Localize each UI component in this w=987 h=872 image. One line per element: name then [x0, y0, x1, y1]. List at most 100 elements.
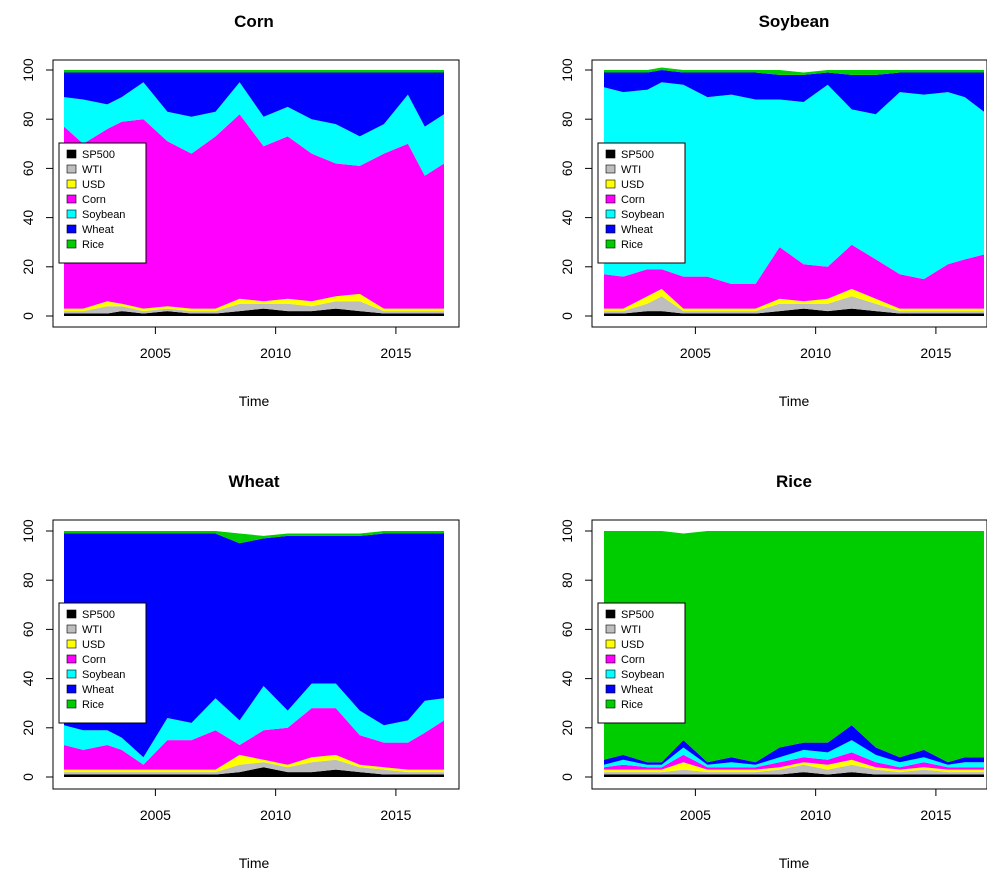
y-tick-label: 100 [559, 519, 575, 543]
y-axis: 0 20 40 60 80 100 [20, 58, 54, 320]
y-tick-label: 20 [20, 259, 36, 275]
legend-label: WTI [82, 164, 102, 176]
legend-label: USD [621, 639, 644, 651]
x-tick-label: 2005 [680, 807, 711, 823]
y-tick-label: 20 [559, 259, 575, 275]
legend-label: Soybean [621, 209, 664, 221]
y-tick-label: 80 [20, 572, 36, 588]
series-areas [64, 531, 444, 777]
chart-panel-rice: Rice 2005 2010 2015 Time 0 20 40 60 80 100 SP500 WTI… [559, 472, 987, 871]
series-area-usd [604, 759, 984, 773]
legend-swatch-corn [66, 194, 77, 204]
legend-label: Soybean [82, 669, 125, 681]
series-area-corn [604, 244, 984, 309]
series-area-soybean [64, 82, 444, 176]
panel-title: Soybean [759, 12, 830, 31]
panel-title: Rice [776, 472, 812, 491]
legend-label: Wheat [82, 224, 114, 236]
x-tick-label: 2015 [920, 345, 951, 361]
legend-swatch-corn [66, 654, 77, 664]
x-tick-label: 2010 [260, 345, 291, 361]
x-axis-label: Time [239, 855, 270, 871]
series-area-corn [604, 752, 984, 770]
legend-label: Wheat [621, 684, 653, 696]
legend-swatch-corn [605, 654, 616, 664]
y-tick-label: 40 [559, 210, 575, 226]
legend-label: USD [82, 179, 105, 191]
x-tick-label: 2015 [380, 345, 411, 361]
legend-swatch-wheat [605, 224, 616, 234]
legend-label: WTI [621, 624, 641, 636]
series-area-sp500 [604, 772, 984, 777]
series-areas [64, 70, 444, 316]
legend-label: Wheat [621, 224, 653, 236]
x-tick-label: 2010 [260, 807, 291, 823]
legend: SP500 WTI USD Corn Soybean Wheat Rice [58, 602, 147, 724]
legend-label: Rice [621, 239, 643, 251]
legend-label: Rice [82, 239, 104, 251]
series-area-sp500 [64, 308, 444, 316]
legend-label: Corn [82, 654, 106, 666]
legend: SP500 WTI USD Corn Soybean Wheat Rice [597, 142, 686, 264]
x-axis: 2005 2010 2015 [680, 326, 952, 361]
legend-label: SP500 [82, 149, 115, 161]
legend-swatch-usd [66, 639, 77, 649]
legend-swatch-sp500 [66, 149, 77, 159]
y-tick-label: 100 [559, 58, 575, 82]
y-axis: 0 20 40 60 80 100 [559, 519, 593, 781]
legend-swatch-wti [605, 164, 616, 174]
x-axis: 2005 2010 2015 [680, 788, 952, 823]
y-tick-label: 0 [559, 312, 575, 320]
legend-swatch-sp500 [605, 609, 616, 619]
y-tick-label: 60 [20, 621, 36, 637]
series-area-wti [604, 764, 984, 775]
legend-label: SP500 [621, 149, 654, 161]
legend-swatch-wheat [605, 684, 616, 694]
legend-swatch-soybean [605, 209, 616, 219]
series-area-sp500 [604, 308, 984, 316]
series-area-rice [604, 531, 984, 763]
legend-swatch-usd [605, 639, 616, 649]
legend-swatch-wheat [66, 684, 77, 694]
series-area-wheat [64, 533, 444, 758]
legend-swatch-usd [66, 179, 77, 189]
series-areas [604, 67, 984, 316]
y-axis: 0 20 40 60 80 100 [559, 58, 593, 320]
legend-swatch-rice [66, 239, 77, 249]
legend-label: Rice [82, 699, 104, 711]
series-area-corn [64, 114, 444, 309]
series-area-wheat [604, 70, 984, 115]
y-tick-label: 20 [20, 720, 36, 736]
series-area-corn [64, 708, 444, 770]
y-tick-label: 80 [20, 111, 36, 127]
x-tick-label: 2015 [380, 807, 411, 823]
legend-swatch-usd [605, 179, 616, 189]
legend-swatch-sp500 [605, 149, 616, 159]
legend-label: Wheat [82, 684, 114, 696]
y-axis: 0 20 40 60 80 100 [20, 519, 54, 781]
legend-label: Corn [621, 194, 645, 206]
series-area-usd [64, 293, 444, 312]
y-tick-label: 0 [20, 773, 36, 781]
legend-label: Soybean [82, 209, 125, 221]
y-tick-label: 60 [559, 160, 575, 176]
legend-label: WTI [621, 164, 641, 176]
legend-swatch-rice [66, 699, 77, 709]
y-tick-label: 0 [20, 312, 36, 320]
panel-title: Corn [234, 12, 274, 31]
series-area-wheat [64, 72, 444, 137]
series-area-usd [64, 754, 444, 773]
x-axis-label: Time [239, 393, 270, 409]
chart-panel-wheat: Wheat 2005 2010 2015 Time 0 20 40 60 80 100 SP500 WT… [20, 472, 460, 871]
y-tick-label: 100 [20, 519, 36, 543]
series-area-usd [604, 288, 984, 312]
series-area-wti [64, 759, 444, 775]
legend-swatch-soybean [66, 669, 77, 679]
series-area-wheat [604, 725, 984, 765]
x-axis: 2005 2010 2015 [140, 326, 412, 361]
legend-label: Corn [82, 194, 106, 206]
legend-swatch-wti [66, 624, 77, 634]
x-tick-label: 2015 [920, 807, 951, 823]
series-area-soybean [604, 740, 984, 768]
legend-swatch-soybean [605, 669, 616, 679]
